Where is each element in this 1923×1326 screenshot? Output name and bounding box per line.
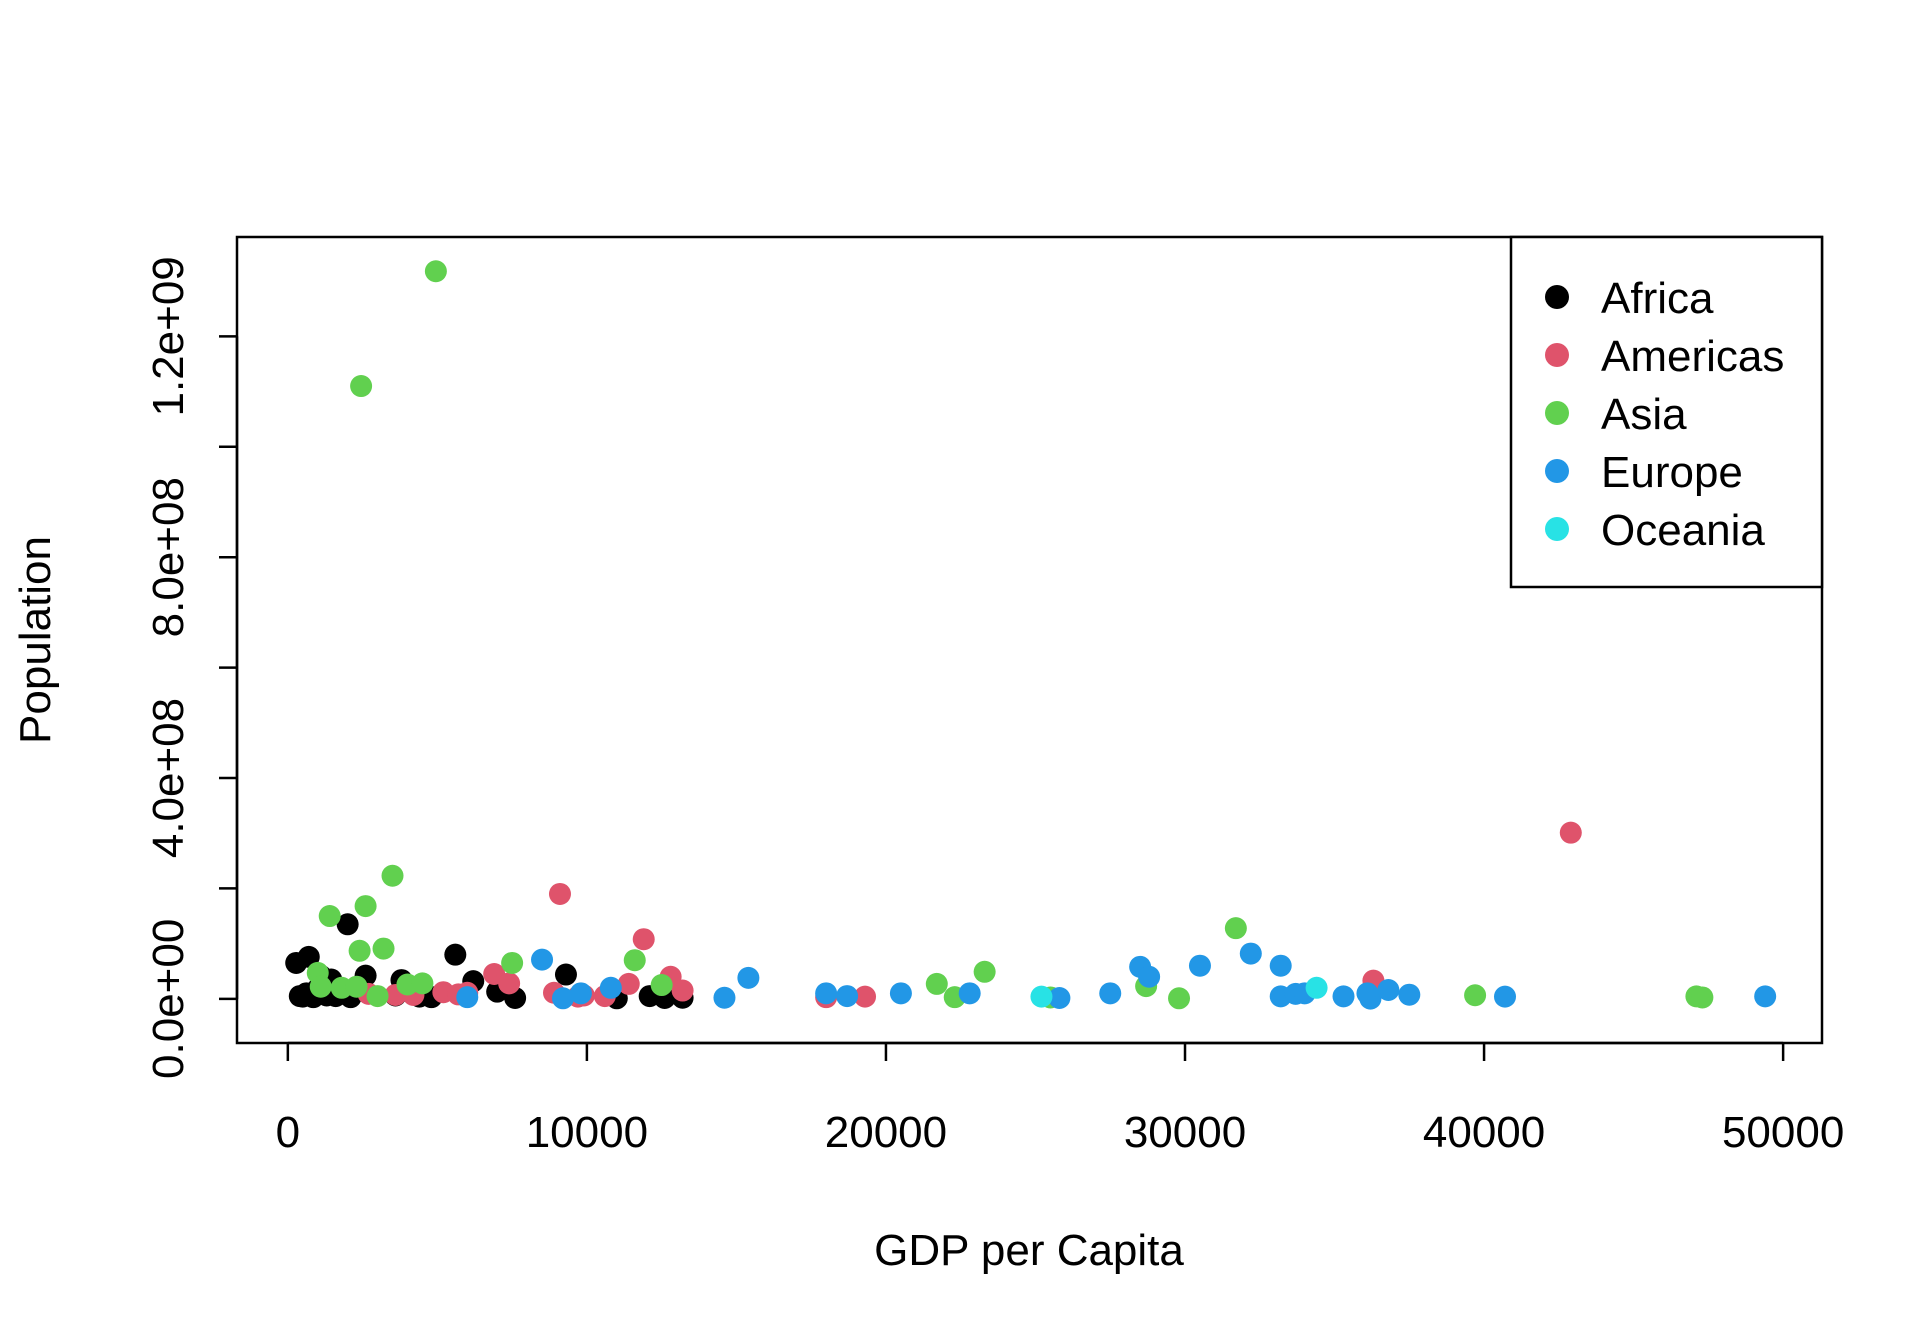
data-point (650, 974, 673, 997)
legend-marker (1545, 517, 1569, 541)
data-point (297, 945, 320, 968)
data-point (444, 943, 467, 966)
data-point (554, 963, 577, 986)
data-point (617, 972, 640, 995)
data-point (548, 882, 571, 905)
legend-marker (1545, 459, 1569, 483)
data-point (632, 928, 655, 951)
legend-label: Americas (1601, 332, 1784, 381)
legend-label: Oceania (1601, 506, 1765, 555)
legend-marker (1545, 343, 1569, 367)
y-axis: 0.0e+00 4.0e+08 8.0e+08 1.2e+09 (144, 256, 239, 1079)
data-point (1269, 954, 1292, 977)
data-point (889, 982, 912, 1005)
data-point (336, 913, 359, 936)
legend-label: Europe (1601, 448, 1743, 497)
data-point (671, 979, 694, 1002)
x-tick-label: 0 (276, 1108, 300, 1157)
data-point (569, 982, 592, 1005)
x-axis-label: GDP per Capita (874, 1226, 1184, 1275)
x-tick-label: 10000 (526, 1108, 648, 1157)
legend: Africa Americas Asia Europe Oceania (1509, 235, 1824, 589)
legend-marker (1545, 285, 1569, 309)
data-point (372, 937, 395, 960)
data-point (350, 375, 373, 398)
data-point (1464, 984, 1487, 1007)
data-point (381, 864, 404, 887)
data-point (1138, 965, 1161, 988)
data-point (318, 905, 341, 928)
x-axis: 0 10000 20000 30000 40000 50000 (276, 1041, 1844, 1157)
data-point (1030, 985, 1053, 1008)
data-point (1754, 985, 1777, 1008)
data-point (1377, 979, 1400, 1002)
data-point (366, 985, 389, 1008)
data-point (1691, 986, 1714, 1009)
data-point (925, 972, 948, 995)
data-point (737, 966, 760, 989)
data-point (1559, 821, 1582, 844)
data-point (456, 986, 479, 1009)
data-point (551, 987, 574, 1010)
data-point (1239, 942, 1262, 965)
data-point (1099, 982, 1122, 1005)
data-point (854, 985, 877, 1008)
data-point (836, 985, 859, 1008)
data-point (501, 951, 524, 974)
data-points (285, 260, 1777, 1010)
data-point (1398, 983, 1421, 1006)
y-tick-label: 8.0e+08 (144, 477, 193, 637)
data-point (1494, 985, 1516, 1008)
data-point (1048, 987, 1071, 1010)
legend-label: Asia (1601, 390, 1687, 439)
data-point (623, 949, 646, 972)
data-point (345, 975, 368, 998)
data-point (424, 260, 447, 283)
data-point (354, 895, 377, 918)
legend-label: Africa (1601, 274, 1714, 323)
data-point (1168, 987, 1191, 1010)
data-point (531, 948, 554, 971)
y-tick-label: 4.0e+08 (144, 698, 193, 858)
data-point (815, 982, 838, 1005)
data-point (1332, 985, 1355, 1008)
data-point (599, 976, 622, 999)
x-tick-label: 20000 (825, 1108, 947, 1157)
x-tick-label: 40000 (1423, 1108, 1545, 1157)
data-point (348, 939, 371, 962)
data-point (1359, 987, 1382, 1010)
data-point (498, 972, 521, 995)
series-europe (456, 942, 1777, 1010)
y-axis-label: Population (11, 536, 60, 744)
data-point (309, 975, 332, 998)
series-americas (357, 821, 1582, 1009)
data-point (1305, 976, 1328, 999)
data-point (411, 972, 434, 995)
data-point (1224, 917, 1247, 940)
data-point (1188, 954, 1211, 977)
data-point (713, 986, 736, 1009)
y-tick-label: 1.2e+09 (144, 256, 193, 416)
x-tick-label: 50000 (1722, 1108, 1844, 1157)
x-tick-label: 30000 (1124, 1108, 1246, 1157)
series-oceania (1030, 976, 1328, 1008)
series-asia (306, 260, 1714, 1010)
data-point (958, 982, 981, 1005)
legend-marker (1545, 401, 1569, 425)
y-tick-label: 0.0e+00 (144, 919, 193, 1079)
data-point (973, 960, 996, 983)
